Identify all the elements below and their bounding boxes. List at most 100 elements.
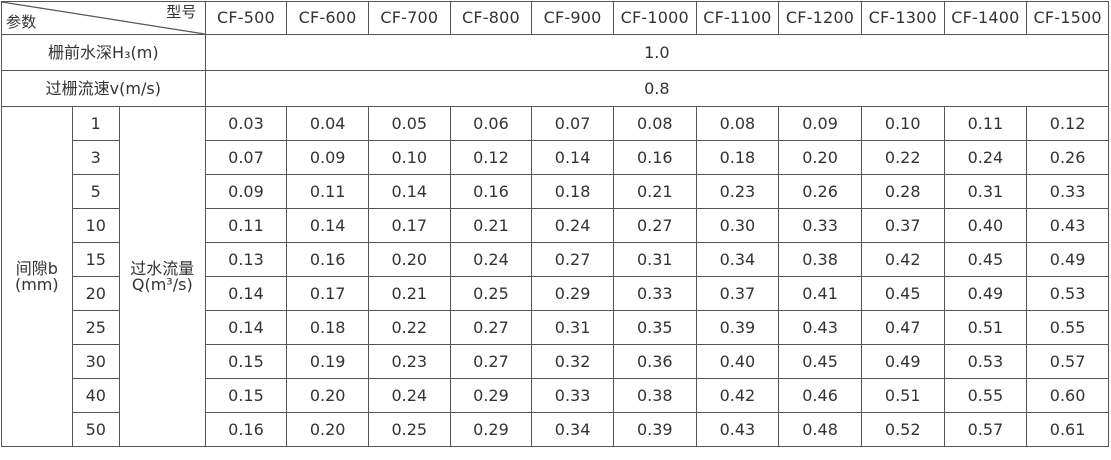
flow-value-cell: 0.20: [778, 140, 862, 175]
flow-value-cell: 0.37: [860, 208, 945, 243]
flow-value-cell: 0.49: [860, 344, 945, 379]
flow-value-cell: 0.15: [204, 344, 288, 379]
flow-value-cell: 0.09: [204, 174, 288, 209]
flow-value-cell: 0.26: [1026, 140, 1109, 175]
flow-value-cell: 0.07: [204, 140, 288, 175]
table-row: 50 0.16 0.20 0.25 0.29 0.34 0.39 0.43 0.48 0.52 0.…: [2, 412, 1109, 447]
flow-value-cell: 0.33: [531, 378, 614, 413]
flow-value-cell: 0.09: [778, 106, 862, 141]
flow-value-cell: 0.43: [695, 412, 780, 447]
flow-value-cell: 0.43: [1026, 208, 1109, 243]
flow-value-cell: 0.40: [695, 344, 780, 379]
flow-value-cell: 0.14: [531, 140, 614, 175]
flow-value-cell: 0.12: [1026, 106, 1109, 141]
flow-value-cell: 0.27: [449, 344, 533, 379]
flow-value-cell: 0.18: [695, 140, 780, 175]
flow-value-cell: 0.39: [612, 412, 697, 447]
flow-value-cell: 0.53: [1026, 276, 1109, 311]
flow-label-line1: 过水流量: [130, 258, 195, 278]
flow-value-cell: 0.55: [943, 378, 1028, 413]
corner-cell: 参数 型号: [1, 1, 206, 35]
flow-value-cell: 0.17: [367, 208, 451, 243]
flow-value-cell: 0.23: [695, 174, 780, 209]
flow-value-cell: 0.24: [943, 140, 1028, 175]
flow-value-cell: 0.10: [367, 140, 451, 175]
flow-value-cell: 0.03: [204, 106, 288, 141]
flow-value-cell: 0.16: [286, 242, 369, 277]
flow-value-cell: 0.42: [860, 242, 945, 277]
flow-value-cell: 0.11: [943, 106, 1028, 141]
model-header: CF-1200: [778, 1, 862, 35]
flow-value-cell: 0.10: [860, 106, 945, 141]
gap-label-line1: 间隙b: [15, 258, 58, 278]
flow-value-cell: 0.20: [286, 412, 369, 447]
model-header: CF-1000: [612, 1, 697, 35]
table-row: 25 0.14 0.18 0.22 0.27 0.31 0.35 0.39 0.43 0.47 0.…: [2, 310, 1109, 345]
flow-value-cell: 0.21: [612, 174, 697, 209]
flow-value-cell: 0.15: [204, 378, 288, 413]
flow-value-cell: 0.33: [612, 276, 697, 311]
speed-value: 0.8: [204, 70, 1110, 107]
flow-value-cell: 0.28: [860, 174, 945, 209]
flow-value-cell: 0.57: [943, 412, 1028, 447]
model-header: CF-500: [204, 1, 288, 35]
corner-param-label: 参数: [6, 13, 37, 31]
flow-value-cell: 0.30: [695, 208, 780, 243]
flow-value-cell: 0.20: [367, 242, 451, 277]
model-header: CF-1500: [1026, 1, 1109, 35]
flow-value-cell: 0.60: [1026, 378, 1109, 413]
flow-value-cell: 0.37: [695, 276, 780, 311]
gap-value: 50: [71, 412, 120, 447]
flow-value-cell: 0.13: [204, 242, 288, 277]
flow-value-cell: 0.27: [612, 208, 697, 243]
flow-value-cell: 0.24: [449, 242, 533, 277]
gap-value: 20: [71, 276, 120, 311]
flow-value-cell: 0.33: [1026, 174, 1109, 209]
flow-value-cell: 0.40: [943, 208, 1028, 243]
model-header: CF-1100: [695, 1, 780, 35]
flow-value-cell: 0.27: [531, 242, 614, 277]
model-header: CF-1300: [860, 1, 945, 35]
flow-value-cell: 0.31: [612, 242, 697, 277]
flow-value-cell: 0.38: [778, 242, 862, 277]
flow-value-cell: 0.45: [943, 242, 1028, 277]
flow-value-cell: 0.17: [286, 276, 369, 311]
flow-value-cell: 0.22: [860, 140, 945, 175]
table-row: 30 0.15 0.19 0.23 0.27 0.32 0.36 0.40 0.45 0.49 0.…: [2, 344, 1109, 379]
flow-value-cell: 0.21: [367, 276, 451, 311]
table-row: 40 0.15 0.20 0.24 0.29 0.33 0.38 0.42 0.46 0.51 0.…: [2, 378, 1109, 413]
diagonal-line: [2, 2, 205, 34]
flow-value-cell: 0.24: [367, 378, 451, 413]
flow-value-cell: 0.27: [449, 310, 533, 345]
depth-label: 栅前水深H₃(m): [1, 34, 206, 71]
flow-value-cell: 0.23: [367, 344, 451, 379]
flow-value-cell: 0.24: [531, 208, 614, 243]
flow-value-cell: 0.26: [778, 174, 862, 209]
flow-value-cell: 0.16: [204, 412, 288, 447]
flow-value-cell: 0.16: [449, 174, 533, 209]
gap-label-line2: (mm): [14, 274, 59, 294]
table-row: 10 0.11 0.14 0.17 0.21 0.24 0.27 0.30 0.33 0.37 0.…: [2, 208, 1109, 243]
flow-value-cell: 0.11: [204, 208, 288, 243]
flow-value-cell: 0.31: [943, 174, 1028, 209]
flow-value-cell: 0.12: [449, 140, 533, 175]
model-header: CF-1400: [943, 1, 1028, 35]
flow-value-cell: 0.49: [943, 276, 1028, 311]
gap-value: 10: [71, 208, 120, 243]
flow-value-cell: 0.29: [531, 276, 614, 311]
corner-model-label: 型号: [166, 3, 197, 21]
flow-value-cell: 0.48: [778, 412, 862, 447]
model-header: CF-800: [449, 1, 533, 35]
model-header: CF-600: [286, 1, 369, 35]
flow-value-cell: 0.14: [204, 310, 288, 345]
flow-value-cell: 0.31: [531, 310, 614, 345]
spec-table: 参数 型号 CF-500 CF-600 CF-700 CF-800 CF-900 CF-1…: [1, 1, 1110, 447]
flow-value-cell: 0.14: [286, 208, 369, 243]
speed-label: 过栅流速v(m/s): [1, 70, 206, 107]
table-row: 3 0.07 0.09 0.10 0.12 0.14 0.16 0.18 0.20 0.22 0.2…: [2, 140, 1109, 175]
flow-value-cell: 0.46: [778, 378, 862, 413]
header-row: 参数 型号 CF-500 CF-600 CF-700 CF-800 CF-900 CF-1…: [1, 1, 1109, 35]
flow-value-cell: 0.29: [449, 378, 533, 413]
flow-value-cell: 0.04: [286, 106, 369, 141]
flow-value-cell: 0.14: [204, 276, 288, 311]
